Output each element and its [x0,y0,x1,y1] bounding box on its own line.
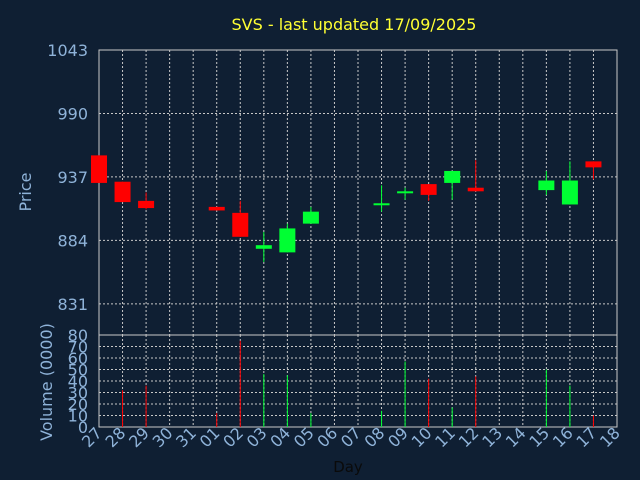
candle-body [114,181,131,203]
volume-tick-label: 40 [68,372,88,391]
candle-body [420,184,437,195]
candle-body [91,155,107,183]
candle-body [138,200,155,209]
price-tick-label: 1043 [47,41,88,60]
volume-tick-label: 70 [68,338,88,357]
candle-body [279,228,296,253]
price-panel: 1043 990 937 884 831 [47,41,618,336]
price-axis-label: Price [16,172,35,211]
candle-body [255,245,272,249]
price-plot-frame [98,49,618,336]
volume-tick-label: 60 [68,349,88,368]
candle-body [232,212,249,237]
candle-body [302,211,319,224]
volume-tick-label: 20 [68,395,88,414]
candle-body [444,170,461,183]
candle-body [208,206,225,211]
candle-body [538,180,555,191]
x-axis: 2728293031010203040506070809101112131415… [78,423,624,451]
candle-body [585,161,602,168]
candle-body [467,187,484,192]
chart-title: SVS - last updated 17/09/2025 [232,15,477,34]
price-tick-label: 831 [57,295,88,314]
volume-tick-label: 30 [68,384,88,403]
volume-tick-label: 80 [68,326,88,345]
volume-tick-label: 0 [78,418,88,437]
price-tick-label: 884 [57,231,88,250]
price-tick-label: 990 [57,104,88,123]
candle-body [561,180,578,205]
volume-tick-label: 50 [68,361,88,380]
x-axis-label: Day [333,458,363,476]
price-tick-label: 937 [57,168,88,187]
candle-body [397,191,414,194]
candle-body [373,203,390,206]
x-tick-label: 18 [596,423,624,451]
volume-tick-label: 10 [68,407,88,426]
volume-axis-label: Volume (0000) [37,323,56,441]
